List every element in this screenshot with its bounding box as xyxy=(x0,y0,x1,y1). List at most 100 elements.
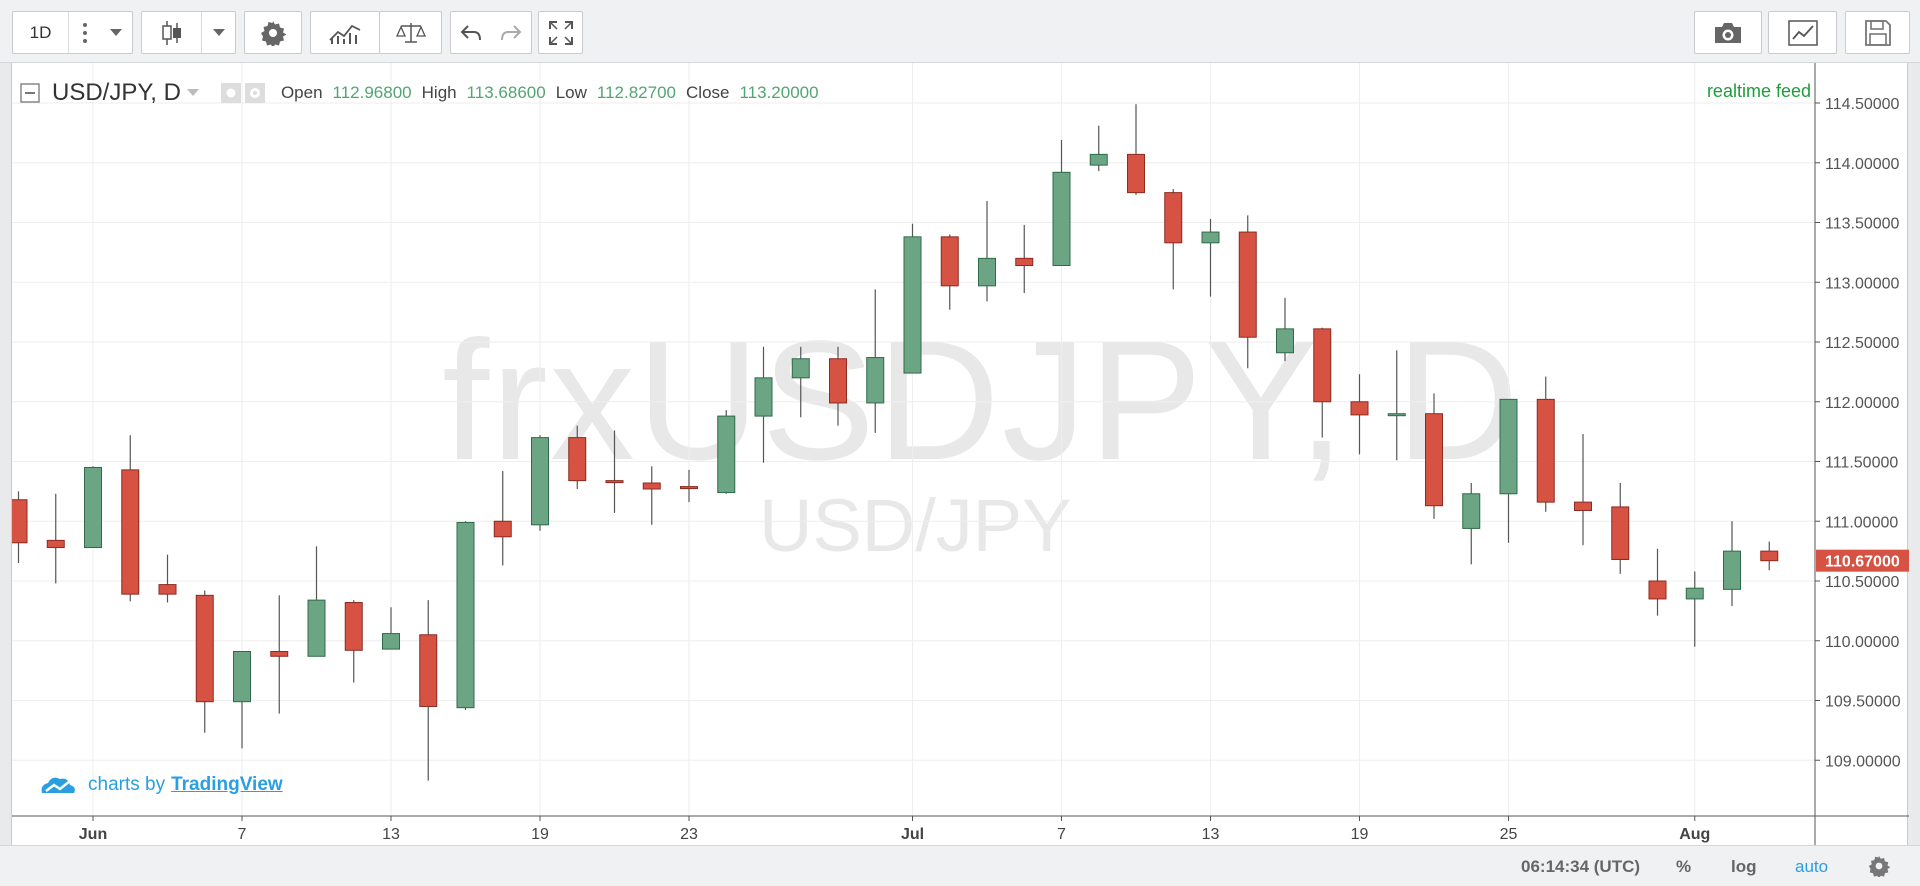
x-tick-label: 7 xyxy=(1057,826,1066,843)
candle-body xyxy=(1276,328,1294,354)
candle-body xyxy=(1425,413,1443,507)
x-tick-label: 7 xyxy=(238,826,247,843)
save-group xyxy=(1845,11,1910,54)
high-value: 113.68600 xyxy=(466,83,546,102)
candle-body xyxy=(121,469,140,595)
chart-pane[interactable]: frxUSDJPY, D USD/JPY 109.00000 109.50000 1… xyxy=(11,63,1909,845)
dropdown-icon[interactable] xyxy=(186,89,199,97)
redo-icon[interactable] xyxy=(491,12,531,53)
candle-body xyxy=(1648,580,1667,600)
y-tick-label: 112.50000 xyxy=(1825,335,1900,352)
candle-body xyxy=(1611,506,1630,560)
snapshot-group xyxy=(1694,11,1762,54)
camera-icon[interactable] xyxy=(1695,12,1761,53)
candle-body xyxy=(940,236,959,287)
candle-body xyxy=(382,633,400,650)
indicators-group xyxy=(310,11,380,54)
percent-toggle[interactable]: % xyxy=(1676,857,1692,876)
candle-body xyxy=(1685,587,1704,600)
open-value: 112.96800 xyxy=(332,83,412,102)
interval-group: 1D xyxy=(12,11,133,54)
chart-template-icon[interactable] xyxy=(1769,12,1836,53)
x-tick-label: Jul xyxy=(901,826,924,843)
candle-body xyxy=(1201,231,1220,244)
compare-group xyxy=(379,11,442,54)
interval-button[interactable]: 1D xyxy=(13,12,68,53)
dropdown-icon[interactable] xyxy=(101,12,131,53)
candle-body xyxy=(568,437,587,482)
series-settings-icon[interactable] xyxy=(244,83,265,103)
scale-settings-gear-icon[interactable] xyxy=(1868,855,1891,882)
branding-prefix: charts by xyxy=(88,774,166,795)
candle-body xyxy=(1350,401,1369,416)
candle-body xyxy=(195,594,214,703)
candle-body xyxy=(754,377,773,417)
log-toggle[interactable]: log xyxy=(1731,857,1757,876)
series-legend: USD/JPY, D Open 112.96800 High 113.68600… xyxy=(20,79,819,107)
y-tick-label: 110.00000 xyxy=(1825,634,1900,651)
y-tick-label: 109.50000 xyxy=(1825,694,1901,711)
candle-body xyxy=(1462,493,1481,529)
candle-body xyxy=(158,584,177,595)
y-tick-label: 109.00000 xyxy=(1825,753,1901,770)
y-tick-label: 114.00000 xyxy=(1825,156,1900,173)
candle-body xyxy=(642,482,661,490)
series-symbol[interactable]: USD/JPY, D xyxy=(52,79,181,106)
x-tick-label: Jun xyxy=(79,826,107,843)
candles-icon[interactable] xyxy=(142,12,201,53)
template-group xyxy=(1768,11,1837,54)
fullscreen-icon[interactable] xyxy=(539,12,582,53)
collapse-icon[interactable] xyxy=(20,83,40,103)
candle-body xyxy=(344,602,363,651)
candle-body xyxy=(456,521,475,709)
candle-body xyxy=(1015,257,1034,267)
more-icon[interactable] xyxy=(69,12,101,53)
close-label: Close xyxy=(686,83,730,102)
bottom-toolbar: 06:14:34 (UTC) % log auto xyxy=(0,845,1920,886)
x-tick-label: 13 xyxy=(382,826,400,843)
y-tick-label: 113.00000 xyxy=(1825,275,1900,292)
x-tick-label: 25 xyxy=(1500,826,1518,843)
open-label: Open xyxy=(280,83,323,102)
candle-body xyxy=(270,651,289,657)
low-value: 112.82700 xyxy=(596,83,677,102)
settings-group xyxy=(244,11,302,54)
high-label: High xyxy=(421,83,457,102)
candle-body xyxy=(307,599,326,657)
y-tick-label: 114.50000 xyxy=(1825,96,1900,113)
auto-toggle[interactable]: auto xyxy=(1795,857,1829,876)
candle-body xyxy=(84,466,102,549)
tradingview-link[interactable]: TradingView xyxy=(171,774,283,795)
candle-body xyxy=(1760,550,1779,562)
chart-style-group xyxy=(141,11,236,54)
candle-body xyxy=(1723,550,1741,590)
undo-icon[interactable] xyxy=(451,12,491,53)
y-tick-label: 112.00000 xyxy=(1825,395,1900,412)
candle-body xyxy=(866,357,885,404)
history-group xyxy=(450,11,532,54)
dropdown-icon[interactable] xyxy=(202,12,235,53)
low-label: Low xyxy=(555,83,587,102)
candlestick-chart[interactable]: 109.00000 109.50000 110.00000 110.50000 111.… xyxy=(12,63,1909,845)
candle-body xyxy=(419,634,438,707)
candle-body xyxy=(791,358,810,379)
y-tick-label: 111.50000 xyxy=(1825,455,1898,472)
candle-body xyxy=(1089,153,1108,166)
candle-body xyxy=(46,539,65,549)
settings-gear-icon[interactable] xyxy=(245,12,301,53)
x-tick-label: 19 xyxy=(1351,826,1369,843)
candle-body xyxy=(493,520,512,538)
candle-body xyxy=(1387,413,1406,417)
visibility-icon[interactable] xyxy=(220,83,241,103)
y-tick-label: 113.50000 xyxy=(1825,216,1900,233)
last-price-tag xyxy=(1816,549,1909,572)
indicators-icon[interactable] xyxy=(311,12,379,53)
x-tick-label: 13 xyxy=(1202,826,1220,843)
y-tick-label: 110.50000 xyxy=(1825,574,1900,591)
candle-body xyxy=(233,651,251,703)
x-tick-label: 19 xyxy=(531,826,549,843)
utc-clock: 06:14:34 (UTC) xyxy=(1521,857,1640,877)
candle-body xyxy=(903,236,922,374)
compare-icon[interactable] xyxy=(380,12,441,53)
save-icon[interactable] xyxy=(1846,12,1909,53)
